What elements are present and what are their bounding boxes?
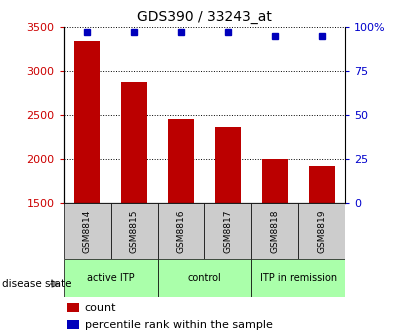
Bar [205,203,252,259]
Text: GSM8816: GSM8816 [176,209,185,253]
Text: GSM8818: GSM8818 [270,209,279,253]
Bar [298,203,345,259]
Text: GSM8819: GSM8819 [317,209,326,253]
Bar [157,203,205,259]
Text: GSM8817: GSM8817 [224,209,233,253]
Bar [215,127,241,336]
Bar [121,82,147,336]
Bar [252,259,345,297]
Text: count: count [85,303,116,313]
Bar [252,203,298,259]
Bar [157,259,252,297]
Text: percentile rank within the sample: percentile rank within the sample [85,320,272,330]
Text: GSM8815: GSM8815 [129,209,139,253]
Bar [64,203,111,259]
Bar [111,203,157,259]
Text: GSM8814: GSM8814 [83,209,92,253]
Text: active ITP: active ITP [87,273,134,283]
Bar [67,320,79,329]
Text: control: control [187,273,222,283]
Bar [74,41,100,336]
Bar [64,259,157,297]
Title: GDS390 / 33243_at: GDS390 / 33243_at [137,10,272,25]
Bar [309,166,335,336]
Text: disease state: disease state [2,279,72,289]
Bar [168,119,194,336]
Bar [262,159,288,336]
Bar [67,303,79,312]
Text: ITP in remission: ITP in remission [260,273,337,283]
